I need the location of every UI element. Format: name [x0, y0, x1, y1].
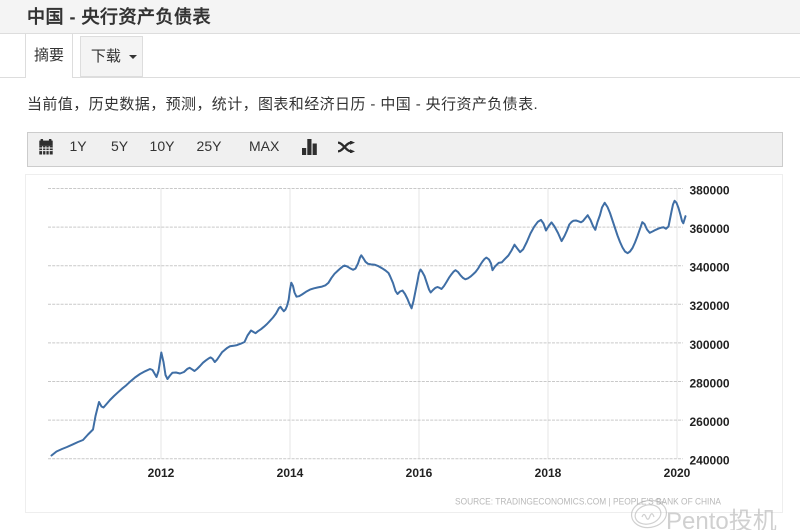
svg-text:2016: 2016 [406, 466, 433, 480]
svg-text:260000: 260000 [690, 415, 730, 429]
svg-text:340000: 340000 [690, 261, 730, 275]
svg-text:2018: 2018 [535, 466, 562, 480]
svg-text:2012: 2012 [148, 466, 175, 480]
svg-text:2020: 2020 [664, 466, 691, 480]
svg-text:320000: 320000 [690, 299, 730, 313]
svg-text:280000: 280000 [690, 376, 730, 390]
svg-text:360000: 360000 [690, 222, 730, 236]
svg-text:2014: 2014 [277, 466, 304, 480]
svg-text:SOURCE: TRADINGECONOMICS.COM |: SOURCE: TRADINGECONOMICS.COM | PEOPLE'S … [455, 497, 721, 507]
svg-text:300000: 300000 [690, 338, 730, 352]
svg-text:380000: 380000 [690, 183, 730, 197]
svg-text:240000: 240000 [690, 454, 730, 468]
